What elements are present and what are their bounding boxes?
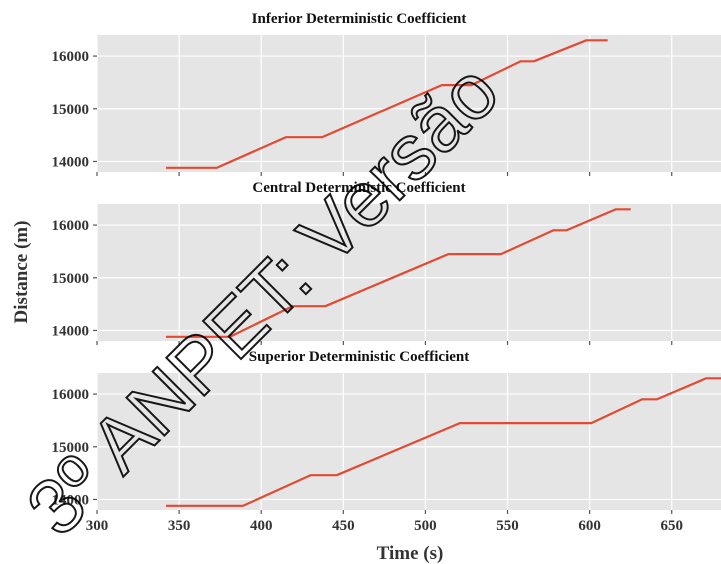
x-tick-label: 550	[496, 518, 519, 534]
y-tick-label: 16000	[52, 49, 90, 65]
panel-title: Inferior Deterministic Coefficient	[252, 11, 467, 27]
x-tick-label: 650	[660, 518, 683, 534]
panel-background	[97, 373, 721, 510]
x-tick-label: 600	[578, 518, 601, 534]
series-line	[166, 39, 608, 169]
series-line	[166, 377, 721, 507]
x-tick-label: 450	[332, 518, 355, 534]
x-tick-label: 350	[168, 518, 191, 534]
panel-2: 14000 15000 16000 Central Deterministic Coe…	[52, 180, 721, 345]
y-tick-label: 14000	[52, 492, 90, 508]
panels: 14000 15000 16000 Inferior Deterministic Co…	[52, 11, 721, 534]
x-axis-label: Time (s)	[377, 543, 444, 564]
y-tick-label: 14000	[52, 154, 90, 170]
x-tick-label: 300	[86, 518, 109, 534]
panel-background	[97, 35, 721, 172]
y-tick-label: 15000	[52, 440, 90, 456]
x-tick-label: 400	[250, 518, 273, 534]
y-tick-label: 16000	[52, 218, 90, 234]
panel-3: 300 350 400 450 500 550 600 650 14000 15000 16000 S…	[52, 349, 721, 534]
panel-background	[97, 204, 721, 341]
y-tick-label: 14000	[52, 323, 90, 339]
panel-title: Superior Deterministic Coefficient	[249, 349, 470, 365]
panel-1: 14000 15000 16000 Inferior Deterministic Co…	[52, 11, 721, 176]
y-tick-label: 16000	[52, 387, 90, 403]
y-tick-label: 15000	[52, 102, 90, 118]
x-tick-label: 500	[414, 518, 437, 534]
series-line	[166, 208, 631, 338]
y-axis-label: Distance (m)	[11, 221, 32, 324]
panel-title: Central Deterministic Coefficient	[252, 180, 465, 196]
y-tick-label: 15000	[52, 271, 90, 287]
